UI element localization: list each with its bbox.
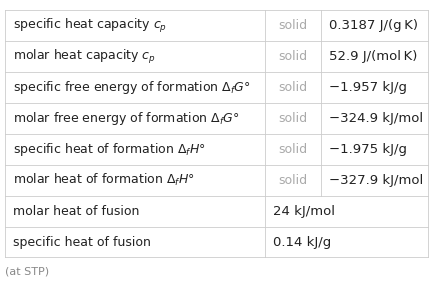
Text: solid: solid [278, 50, 307, 63]
Text: specific heat of fusion: specific heat of fusion [13, 236, 151, 249]
Text: molar heat capacity $c_p$: molar heat capacity $c_p$ [13, 48, 156, 66]
Text: solid: solid [278, 143, 307, 156]
Text: (at STP): (at STP) [5, 266, 49, 277]
Text: specific free energy of formation $\Delta_f G°$: specific free energy of formation $\Delt… [13, 79, 251, 96]
Text: −1.957 kJ/g: −1.957 kJ/g [329, 81, 407, 94]
Text: specific heat capacity $c_p$: specific heat capacity $c_p$ [13, 17, 167, 35]
Text: 24 kJ/mol: 24 kJ/mol [273, 205, 335, 218]
Text: −327.9 kJ/mol: −327.9 kJ/mol [329, 174, 423, 187]
Text: −324.9 kJ/mol: −324.9 kJ/mol [329, 112, 423, 125]
Text: solid: solid [278, 112, 307, 125]
Text: −1.975 kJ/g: −1.975 kJ/g [329, 143, 407, 156]
Text: solid: solid [278, 19, 307, 32]
Text: specific heat of formation $\Delta_f H°$: specific heat of formation $\Delta_f H°$ [13, 141, 206, 158]
Text: molar heat of fusion: molar heat of fusion [13, 205, 139, 218]
Text: solid: solid [278, 81, 307, 94]
Text: 0.3187 J/(g K): 0.3187 J/(g K) [329, 19, 418, 32]
Text: 52.9 J/(mol K): 52.9 J/(mol K) [329, 50, 417, 63]
Text: molar heat of formation $\Delta_f H°$: molar heat of formation $\Delta_f H°$ [13, 172, 195, 188]
Text: 0.14 kJ/g: 0.14 kJ/g [273, 236, 331, 249]
Text: molar free energy of formation $\Delta_f G°$: molar free energy of formation $\Delta_f… [13, 110, 239, 127]
Text: solid: solid [278, 174, 307, 187]
